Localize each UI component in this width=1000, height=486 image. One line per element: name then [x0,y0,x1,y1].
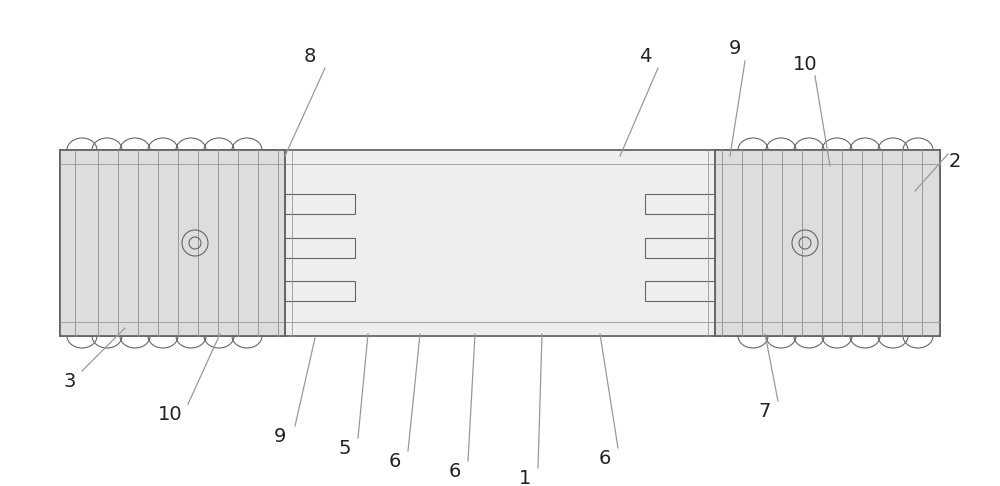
Bar [645,194,715,214]
Text: 6: 6 [449,462,461,481]
Text: 8: 8 [304,47,316,66]
Text: 9: 9 [274,427,286,446]
Text: 7: 7 [759,401,771,420]
Text: 10: 10 [793,54,817,73]
Bar [285,281,355,301]
Bar [285,238,355,258]
Text: 5: 5 [339,438,351,457]
Text: 2: 2 [949,152,961,171]
Text: 3: 3 [64,371,76,390]
Text: 6: 6 [389,451,401,470]
Bar [285,194,355,214]
Bar [645,238,715,258]
Text: 4: 4 [639,47,651,66]
Bar [60,150,285,336]
Bar [645,281,715,301]
Bar [60,150,940,336]
Text: 1: 1 [519,469,531,486]
Bar [715,150,940,336]
Text: 10: 10 [158,404,182,423]
Text: 9: 9 [729,38,741,57]
Text: 6: 6 [599,449,611,468]
